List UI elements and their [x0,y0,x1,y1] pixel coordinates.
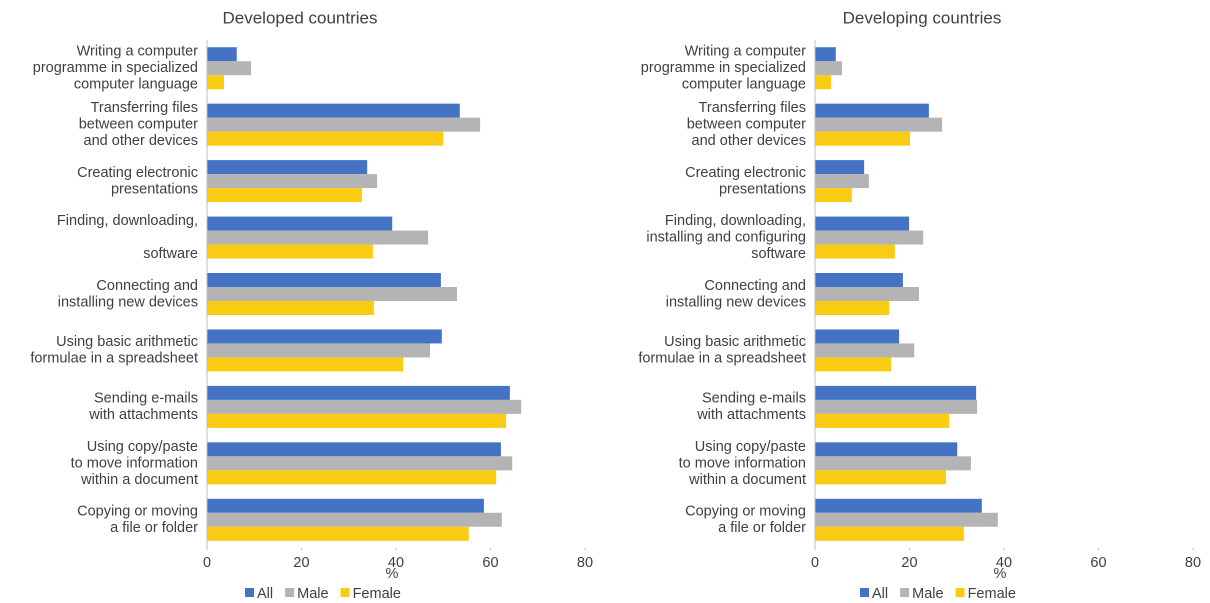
bar [207,287,457,301]
bar [815,287,919,301]
category-label: Using copy/paste to move information withi… [679,439,806,488]
legend-swatch [900,588,910,597]
legend-label: Female [353,586,401,602]
x-tick-label: 60 [1090,555,1106,571]
x-tick-label: 80 [577,555,593,571]
bar [815,526,964,541]
category-label: Copying or moving a file or folder [77,503,198,536]
legend-swatch [340,588,350,597]
bar [815,329,900,344]
category-label: Transferring files between computer and ot… [687,100,806,149]
bar [207,399,522,414]
chart-title: Developing countries [843,8,1002,27]
category-label: Finding, downloading, installing and conf… [646,213,806,262]
x-tick-label: 80 [1185,555,1201,571]
x-tick-label: 40 [388,555,404,571]
bar [207,273,441,287]
legend-label: All [872,586,888,602]
category-label: Finding, downloading, software [57,213,198,262]
bar [207,343,431,358]
bar [815,61,842,76]
bar [815,131,910,146]
category-label: Using basic arithmetic formulae in a spre… [30,334,198,367]
bar [207,117,481,132]
bar [207,244,373,259]
category-label: Writing a computer programme in specializ… [641,44,806,93]
bar [207,47,237,62]
bar [207,61,251,76]
bar [815,357,892,372]
bar [207,188,362,203]
bar [207,160,368,175]
bar [815,216,910,231]
category-label: Connecting and installing new devices [666,278,806,311]
bar [815,456,971,471]
bar [815,498,982,513]
bar [207,230,429,245]
legend-swatch [860,588,869,597]
category-label: Copying or moving a file or folder [685,503,806,536]
bar [207,442,501,457]
bar [815,188,852,203]
bar [815,385,977,400]
bar [815,174,869,189]
x-axis-label: % [386,566,399,582]
legend-label: Male [912,586,943,602]
bar [207,470,497,485]
bar [815,413,950,428]
x-tick-label: 0 [203,555,211,571]
category-label: Using copy/paste to move information withi… [71,439,198,488]
bar [207,216,393,231]
category-label: Creating electronic presentations [685,165,806,198]
x-axis-label: % [994,566,1007,582]
category-label: Writing a computer programme in specializ… [33,44,198,93]
x-tick-label: 40 [996,555,1012,571]
bar [815,75,832,90]
bar [815,442,958,457]
bar [815,244,895,259]
category-label: Transferring files between computer and ot… [79,100,198,149]
bar [207,357,404,372]
legend-label: Female [968,586,1016,602]
bar [207,385,510,400]
legend-swatch [285,588,295,597]
bar [815,160,865,175]
bar [815,399,978,414]
category-label: Using basic arithmetic formulae in a spre… [638,334,806,367]
bar [207,174,378,189]
category-label: Sending e-mails with attachments [88,390,198,423]
bar [207,498,484,513]
category-label: Sending e-mails with attachments [696,390,806,423]
category-label: Creating electronic presentations [77,165,198,198]
x-tick-label: 60 [482,555,498,571]
x-tick-label: 20 [293,555,309,571]
chart-title: Developed countries [223,8,378,27]
bar [207,301,374,315]
bar [207,413,507,428]
bar [207,456,513,471]
bar [815,47,836,62]
bar [815,273,903,287]
bar [207,526,469,541]
bar [207,75,225,90]
bar [815,301,890,315]
bar [815,103,929,118]
legend-label: Male [297,586,328,602]
category-label: Connecting and installing new devices [58,278,198,311]
bar [815,343,915,358]
x-tick-label: 20 [901,555,917,571]
bar [207,103,460,118]
bar [207,131,444,146]
legend-swatch [955,588,965,597]
bar [207,512,502,527]
x-tick-label: 0 [811,555,819,571]
bar [815,512,998,527]
bar [815,470,946,485]
bar [207,329,442,344]
legend-swatch [245,588,254,597]
bar [815,117,943,132]
legend-label: All [257,586,273,602]
bar [815,230,924,245]
